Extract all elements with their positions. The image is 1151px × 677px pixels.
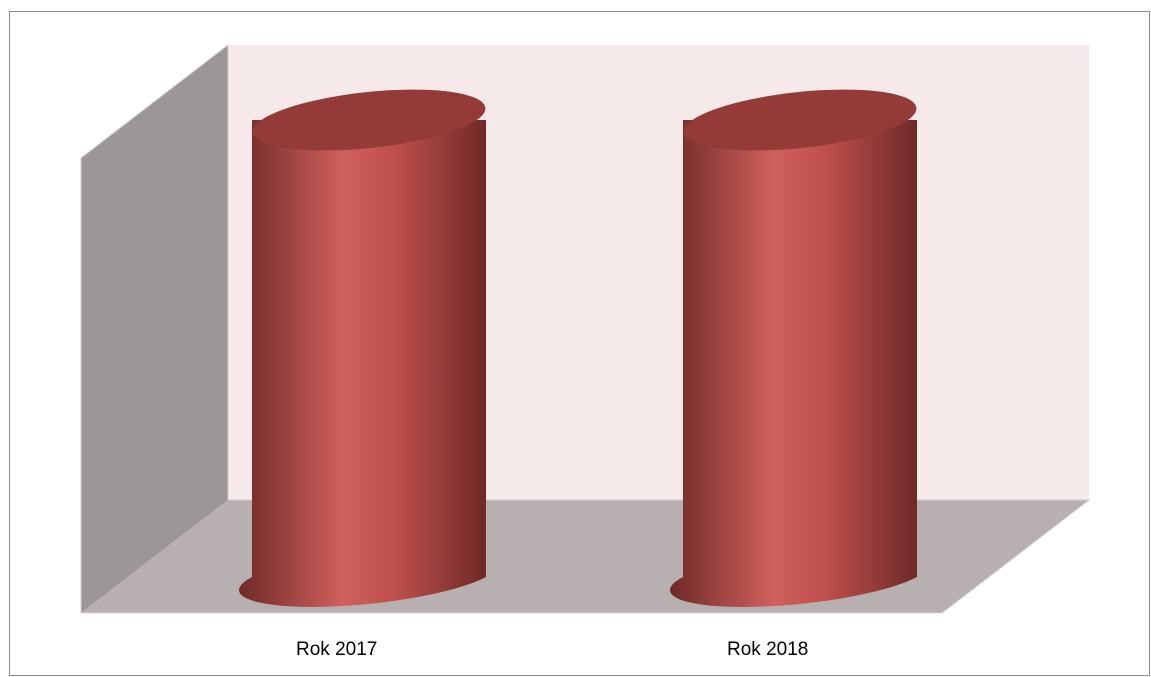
bar-body-1 — [238, 120, 486, 607]
bar-top-1 — [252, 89, 486, 151]
bars-group — [238, 89, 917, 607]
bar-body-2 — [669, 120, 917, 607]
tick-labels-group: Rok 2017 Rok 2018 — [296, 639, 808, 660]
floor — [81, 500, 1089, 613]
bar-2 — [669, 89, 917, 607]
side-wall — [81, 45, 228, 613]
bar-top-2 — [683, 89, 917, 151]
wall-outline — [80, 43, 1091, 614]
x-tick-label-1: Rok 2017 — [296, 639, 377, 660]
chart-border — [9, 11, 1150, 676]
bar-1 — [238, 89, 486, 607]
x-tick-label-2: Rok 2018 — [727, 639, 808, 660]
